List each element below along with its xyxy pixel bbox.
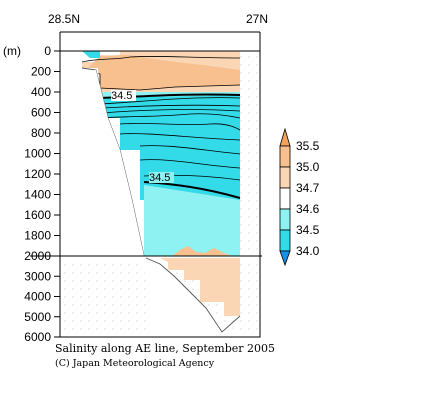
y-tick-label-lower-4000: 4000 <box>24 290 51 304</box>
y-tick-label-upper-1800: 1800 <box>24 229 51 243</box>
y-tick-label-lower-3000: 3000 <box>24 269 51 283</box>
y-tick-label-upper-1600: 1600 <box>24 208 51 222</box>
y-tick-label-upper-800: 800 <box>31 126 51 140</box>
y-tick-label-lower-6000: 6000 <box>24 330 51 344</box>
high-salinity-core <box>86 55 240 90</box>
lower-salinity-field <box>160 258 240 316</box>
cyan-top-left-wedge <box>82 51 100 58</box>
y-tick-label-upper-400: 400 <box>31 85 51 99</box>
y-tick-label-upper-1400: 1400 <box>24 188 51 202</box>
colorbar-label-347: 34.7 <box>296 181 320 195</box>
contour-label-deep: 34.5 <box>149 172 174 184</box>
colorbar-seg-350-355 <box>279 145 291 168</box>
colorbar-top-triangle <box>279 127 291 147</box>
y-tick-label-upper-1000: 1000 <box>24 147 51 161</box>
y-tick-label-lower-5000: 5000 <box>24 310 51 324</box>
colorbar-label-340: 34.0 <box>296 244 320 258</box>
x-label-left: 28.5N <box>48 12 80 26</box>
y-unit-label: (m) <box>3 44 21 58</box>
y-axis-ticks: 0 200 400 600 800 1000 1200 1400 1600 1800 2000 300… <box>24 44 60 344</box>
x-label-right: 27N <box>246 12 268 26</box>
deep-upper-cyan-light <box>144 185 240 256</box>
y-tick-label-upper-0: 0 <box>44 44 51 58</box>
y-tick-label-upper-600: 600 <box>31 106 51 120</box>
svg-text:34.5: 34.5 <box>111 90 132 102</box>
colorbar-label-355: 35.5 <box>296 139 320 153</box>
colorbar-seg-346-347 <box>279 187 291 210</box>
y-tick-label-upper-1200: 1200 <box>24 167 51 181</box>
colorbar-seg-340-345 <box>279 229 291 252</box>
colorbar-label-346: 34.6 <box>296 202 320 216</box>
colorbar-seg-347-350 <box>279 166 291 189</box>
contour-lines-upper <box>81 55 241 181</box>
svg-text:34.5: 34.5 <box>149 172 170 184</box>
upper-seafloor-wedge-mask <box>60 51 144 256</box>
colorbar-label-350: 35.0 <box>296 160 320 174</box>
lower-seafloor-line <box>145 257 241 333</box>
colorbar-bottom-triangle <box>279 250 291 267</box>
colorbar: 35.5 35.0 34.7 34.6 34.5 34.0 <box>279 127 320 267</box>
colorbar-seg-345-346 <box>279 208 291 231</box>
y-tick-label-upper-200: 200 <box>31 65 51 79</box>
colorbar-label-345: 34.5 <box>296 223 320 237</box>
chart-credit: (C) Japan Meteorological Agency <box>55 358 215 369</box>
y-tick-label-upper-2000: 2000 <box>24 249 51 263</box>
contour-label-shallow: 34.5 <box>111 90 136 102</box>
chart-caption: Salinity along AE line, September 2005 <box>55 342 275 355</box>
bottom-bump-orange <box>172 246 232 256</box>
